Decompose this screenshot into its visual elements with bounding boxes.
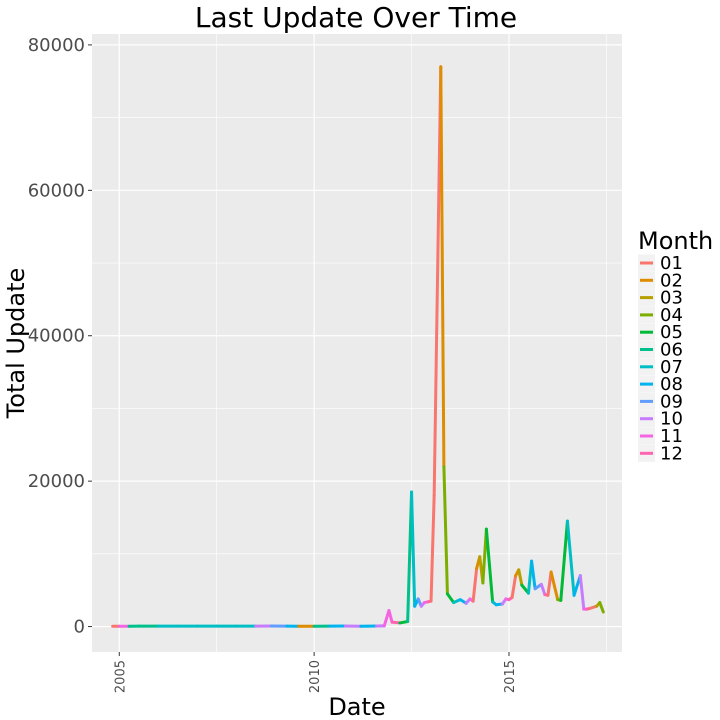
legend-label: 02 (660, 270, 683, 291)
plot-panel (92, 34, 622, 652)
y-axis-title: Total Update (2, 268, 30, 420)
y-tick-label: 0 (74, 617, 85, 638)
line-segment (442, 465, 449, 596)
data-line (111, 65, 605, 628)
line-segment (517, 568, 524, 587)
legend-label: 05 (660, 322, 683, 343)
legend-label: 01 (660, 253, 683, 274)
line-segment (429, 494, 436, 603)
line-segment (432, 65, 443, 498)
x-axis-title: Date (328, 693, 385, 720)
legend-label: 03 (660, 288, 683, 309)
line-segment (539, 582, 547, 597)
line-segment (530, 559, 537, 591)
grid-lines (92, 34, 622, 652)
line-segment (510, 574, 518, 599)
legend-title: Month (638, 227, 713, 255)
y-tick-label: 60000 (28, 180, 85, 201)
legend-label: 06 (660, 340, 683, 361)
line-segment (559, 519, 569, 602)
line-segment (471, 566, 479, 603)
legend-label: 04 (660, 305, 683, 326)
x-tick-label: 2015 (503, 660, 518, 693)
legend-label: 09 (660, 391, 683, 412)
line-segment (410, 490, 417, 608)
legend-label: 12 (660, 443, 683, 464)
line-segment (565, 519, 576, 597)
legend-label: 08 (660, 374, 683, 395)
legend-label: 10 (660, 409, 683, 430)
line-segment (445, 592, 456, 605)
y-axis: 0 20000 40000 60000 80000 (28, 35, 92, 638)
x-axis: 2005 2010 2015 (113, 652, 518, 693)
x-tick-label: 2010 (308, 660, 323, 693)
line-segment (484, 527, 495, 604)
line-segment (549, 570, 560, 602)
legend-label: 11 (660, 426, 683, 447)
line-segment (578, 574, 586, 611)
x-tick-label: 2005 (113, 660, 128, 693)
line-segment (598, 601, 605, 614)
y-tick-label: 40000 (28, 326, 85, 347)
legend-label: 07 (660, 357, 683, 378)
y-tick-label: 80000 (28, 35, 85, 56)
chart-title: Last Update Over Time (195, 1, 517, 34)
line-segment (387, 609, 394, 624)
y-tick-label: 20000 (28, 471, 85, 492)
line-segment (439, 65, 446, 469)
